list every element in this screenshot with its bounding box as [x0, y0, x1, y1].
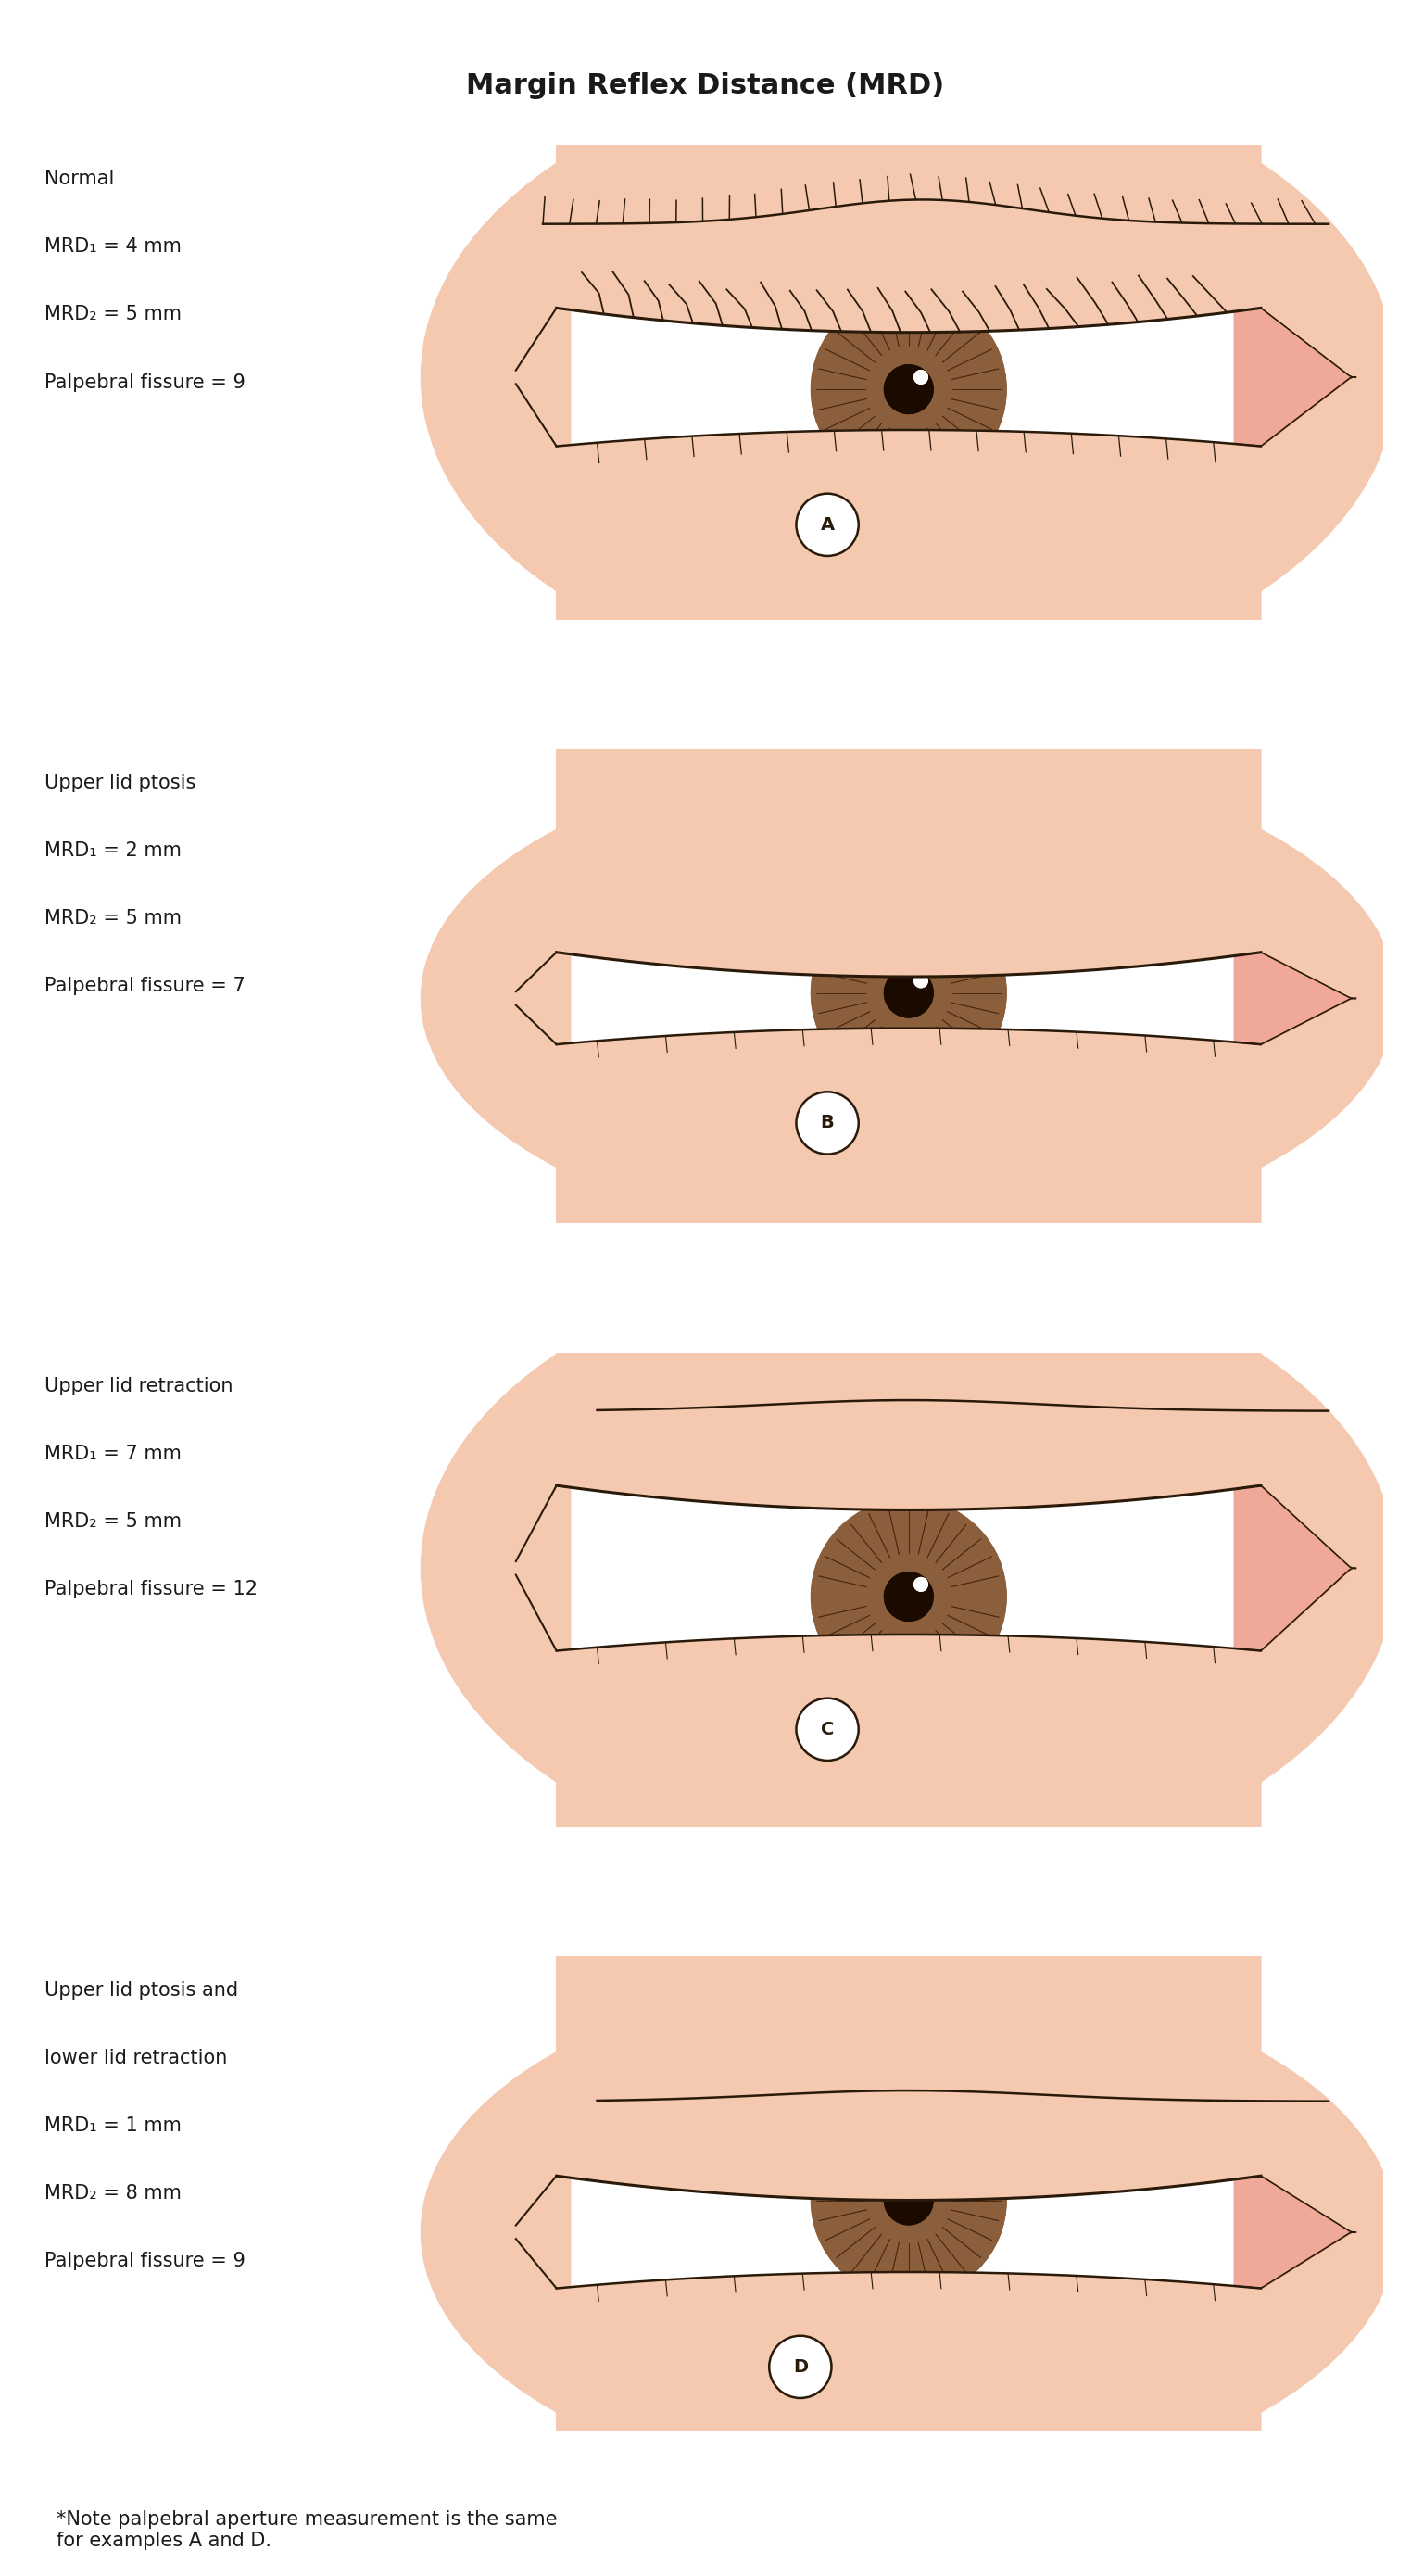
- Text: MRD₁ = 4 mm: MRD₁ = 4 mm: [45, 237, 182, 255]
- Ellipse shape: [885, 1571, 933, 1620]
- Text: MRD₁ = 1 mm: MRD₁ = 1 mm: [45, 2117, 182, 2136]
- Ellipse shape: [914, 2182, 927, 2195]
- Ellipse shape: [420, 1260, 1397, 1878]
- Polygon shape: [556, 1190, 1261, 1510]
- Text: A: A: [820, 515, 834, 533]
- Polygon shape: [556, 430, 1261, 796]
- Text: Upper lid ptosis: Upper lid ptosis: [45, 773, 196, 791]
- Ellipse shape: [811, 1499, 1006, 1695]
- Ellipse shape: [811, 896, 1006, 1090]
- Text: lower lid retraction: lower lid retraction: [45, 2048, 227, 2066]
- Text: MRD₂ = 5 mm: MRD₂ = 5 mm: [45, 307, 182, 325]
- Text: C: C: [821, 1721, 834, 1739]
- Text: MRD₁ = 2 mm: MRD₁ = 2 mm: [45, 842, 182, 860]
- Text: Palpebral fissure = 9: Palpebral fissure = 9: [45, 2251, 246, 2269]
- Text: D: D: [793, 2357, 807, 2375]
- Ellipse shape: [420, 67, 1397, 685]
- Text: *Note palpebral aperture measurement is the same
for examples A and D.: *Note palpebral aperture measurement is …: [56, 2509, 557, 2550]
- Ellipse shape: [885, 2177, 933, 2226]
- Text: B: B: [821, 1115, 834, 1131]
- Ellipse shape: [914, 371, 927, 384]
- Polygon shape: [556, 1636, 1261, 2004]
- Ellipse shape: [885, 1571, 933, 1620]
- Text: Normal: Normal: [45, 170, 114, 188]
- Ellipse shape: [811, 896, 1006, 1090]
- Ellipse shape: [420, 755, 1397, 1242]
- Ellipse shape: [811, 291, 1006, 487]
- Ellipse shape: [914, 974, 927, 987]
- Text: MRD₂ = 5 mm: MRD₂ = 5 mm: [45, 1512, 182, 1530]
- Circle shape: [796, 1698, 858, 1759]
- Text: Upper lid retraction: Upper lid retraction: [45, 1378, 233, 1396]
- Ellipse shape: [811, 1499, 1006, 1695]
- Polygon shape: [556, 1793, 1261, 2200]
- Ellipse shape: [914, 2182, 927, 2195]
- Text: Palpebral fissure = 9: Palpebral fissure = 9: [45, 374, 246, 392]
- Ellipse shape: [914, 1577, 927, 1592]
- Ellipse shape: [914, 974, 927, 987]
- Circle shape: [796, 495, 858, 556]
- Text: MRD₂ = 5 mm: MRD₂ = 5 mm: [45, 909, 182, 927]
- Ellipse shape: [811, 2102, 1006, 2298]
- Circle shape: [796, 1092, 858, 1154]
- Ellipse shape: [885, 969, 933, 1018]
- Polygon shape: [556, 0, 1261, 332]
- Text: MRD₁ = 7 mm: MRD₁ = 7 mm: [45, 1445, 182, 1463]
- Ellipse shape: [811, 2102, 1006, 2298]
- Text: MRD₂ = 8 mm: MRD₂ = 8 mm: [45, 2184, 182, 2202]
- Polygon shape: [556, 1028, 1261, 1399]
- Text: Palpebral fissure = 12: Palpebral fissure = 12: [45, 1579, 258, 1600]
- Text: Margin Reflex Distance (MRD): Margin Reflex Distance (MRD): [467, 72, 944, 98]
- Ellipse shape: [885, 366, 933, 415]
- Ellipse shape: [885, 2177, 933, 2226]
- Text: Palpebral fissure = 7: Palpebral fissure = 7: [45, 976, 246, 994]
- Ellipse shape: [420, 1973, 1397, 2491]
- Ellipse shape: [885, 969, 933, 1018]
- Circle shape: [769, 2336, 831, 2398]
- Ellipse shape: [914, 371, 927, 384]
- Ellipse shape: [811, 291, 1006, 487]
- Ellipse shape: [914, 1577, 927, 1592]
- Ellipse shape: [885, 366, 933, 415]
- Polygon shape: [556, 2272, 1261, 2576]
- Text: Upper lid ptosis and: Upper lid ptosis and: [45, 1981, 238, 1999]
- Polygon shape: [556, 587, 1261, 976]
